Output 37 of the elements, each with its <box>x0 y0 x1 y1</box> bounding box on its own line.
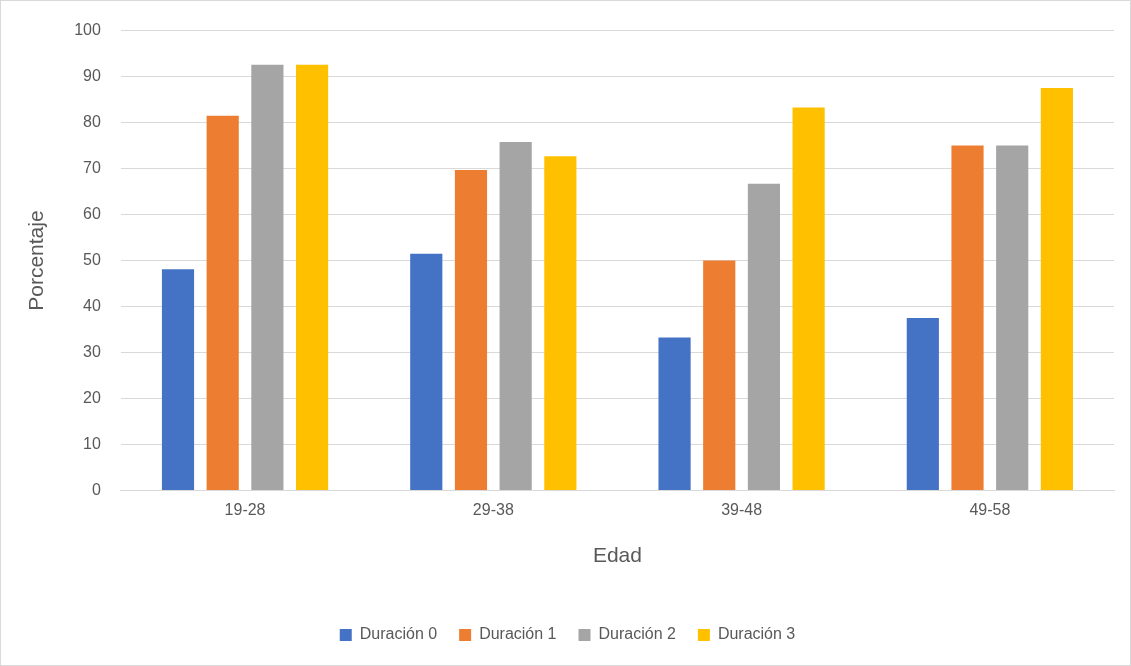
bar <box>410 253 443 491</box>
bar <box>161 269 195 491</box>
bar <box>499 141 532 491</box>
bar <box>951 145 984 491</box>
bar <box>206 115 239 491</box>
x-axis-title: Edad <box>592 543 642 567</box>
bar <box>1040 88 1073 491</box>
x-tick-label: 29-38 <box>472 500 514 518</box>
y-tick-label: 40 <box>83 297 101 315</box>
y-tick-label: 10 <box>83 435 101 453</box>
x-tick-label: 39-48 <box>721 500 763 518</box>
y-axis-title: Porcentaje <box>24 210 48 311</box>
y-tick-label: 60 <box>83 205 101 223</box>
y-tick-label: 70 <box>83 159 101 177</box>
legend-label: Duración 3 <box>717 625 796 643</box>
bar <box>544 156 577 491</box>
y-tick-label: 50 <box>83 251 101 269</box>
x-tick-label: 49-58 <box>969 500 1011 518</box>
y-tick-label: 100 <box>74 21 101 39</box>
y-tick-label: 80 <box>83 113 101 131</box>
bar <box>703 260 736 491</box>
bar <box>747 183 781 491</box>
bar <box>906 318 939 491</box>
y-tick-label: 90 <box>83 67 101 85</box>
bar <box>792 107 825 491</box>
legend-label: Duración 2 <box>598 625 676 643</box>
legend-label: Duración 1 <box>479 625 557 643</box>
y-tick-label: 20 <box>83 389 101 407</box>
bar <box>295 64 329 491</box>
y-tick-label: 0 <box>91 481 101 499</box>
bar <box>996 145 1029 491</box>
bar <box>251 64 284 491</box>
y-tick-label: 30 <box>83 343 101 361</box>
bar <box>454 169 488 491</box>
x-tick-label: 19-28 <box>224 500 266 518</box>
bar <box>658 337 691 491</box>
legend-label: Duración 0 <box>359 625 438 643</box>
